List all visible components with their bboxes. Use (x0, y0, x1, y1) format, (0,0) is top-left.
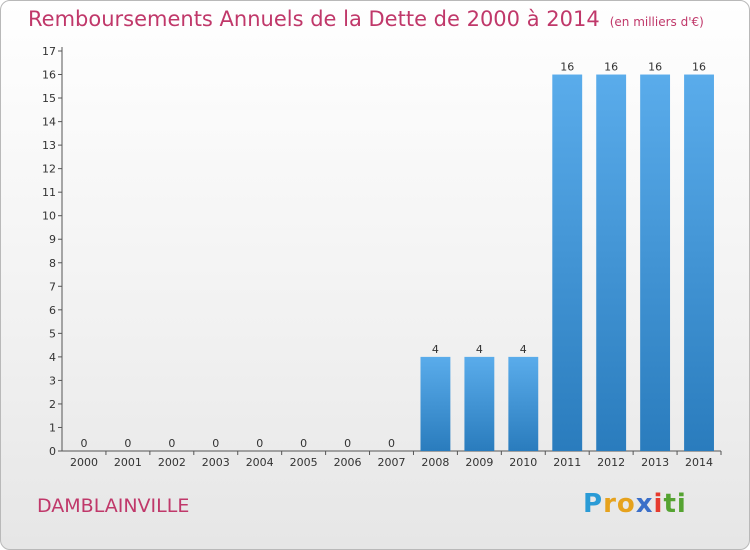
logo-letter: x (635, 489, 654, 519)
y-tick-label: 5 (49, 327, 56, 340)
y-tick-label: 4 (49, 351, 56, 364)
bar (640, 74, 671, 451)
bar (508, 356, 539, 451)
x-tick-label: 2003 (202, 456, 230, 469)
bar (420, 356, 451, 451)
data-label: 4 (520, 343, 527, 356)
chart-subtitle: (en milliers d'€) (609, 15, 704, 29)
data-label: 0 (344, 437, 351, 450)
x-tick-label: 2007 (378, 456, 406, 469)
data-labels: 0 0 0 0 0 0 0 0 4 4 4 16 16 16 16 (80, 61, 706, 450)
y-tick-label: 0 (49, 445, 56, 458)
x-axis: 2000 2001 2002 2003 2004 2005 2006 2007 2008 2009… (62, 450, 722, 469)
x-tick-label: 2006 (334, 456, 362, 469)
y-tick-label: 15 (42, 92, 56, 105)
bar-series (420, 74, 714, 451)
x-tick-label: 2012 (597, 456, 625, 469)
x-tick-label: 2002 (158, 456, 186, 469)
y-tick-label: 13 (42, 139, 56, 152)
x-tick-label: 2001 (114, 456, 142, 469)
data-label: 0 (80, 437, 87, 450)
bar (464, 356, 495, 451)
bar (552, 74, 583, 451)
x-tick-label: 2014 (685, 456, 713, 469)
chart-title: Remboursements Annuels de la Dette de 20… (28, 7, 704, 31)
data-label: 16 (692, 61, 706, 74)
logo-letter: r (603, 489, 617, 519)
x-tick-label: 2013 (641, 456, 669, 469)
bar (596, 74, 627, 451)
data-label: 16 (648, 61, 662, 74)
y-tick-label: 12 (42, 163, 56, 176)
y-tick-label: 11 (42, 186, 56, 199)
y-tick-label: 2 (49, 398, 56, 411)
x-tick-label: 2011 (553, 456, 581, 469)
y-tick-label: 1 (49, 421, 56, 434)
data-label: 16 (604, 61, 618, 74)
data-label: 4 (476, 343, 483, 356)
data-label: 0 (212, 437, 219, 450)
logo-letter: P (583, 489, 604, 519)
x-tick-label: 2005 (290, 456, 318, 469)
y-tick-label: 17 (42, 45, 56, 58)
y-tick-label: 9 (49, 233, 56, 246)
data-label: 4 (432, 343, 439, 356)
chart-title-text: Remboursements Annuels de la Dette de 20… (28, 7, 600, 31)
y-tick-label: 3 (49, 374, 56, 387)
logo-letter: t (663, 489, 677, 519)
logo-letter: o (616, 489, 636, 519)
x-tick-label: 2009 (465, 456, 493, 469)
bar (684, 74, 714, 451)
y-tick-label: 16 (42, 69, 56, 82)
data-label: 16 (560, 61, 574, 74)
x-tick-label: 2000 (70, 456, 98, 469)
data-label: 0 (300, 437, 307, 450)
logo-letter: i (676, 489, 687, 519)
proxiti-logo: Proxiti (583, 489, 687, 519)
data-label: 0 (256, 437, 263, 450)
y-tick-label: 6 (49, 304, 56, 317)
x-tick-label: 2010 (509, 456, 537, 469)
y-tick-label: 7 (49, 280, 56, 293)
data-label: 0 (124, 437, 131, 450)
logo-letter: i (653, 489, 664, 519)
y-tick-label: 14 (42, 116, 56, 129)
x-tick-label: 2004 (246, 456, 274, 469)
data-label: 0 (168, 437, 175, 450)
commune-name: DAMBLAINVILLE (37, 495, 190, 517)
data-label: 0 (388, 437, 395, 450)
y-tick-label: 8 (49, 257, 56, 270)
y-tick-label: 10 (42, 210, 56, 223)
x-tick-label: 2008 (421, 456, 449, 469)
